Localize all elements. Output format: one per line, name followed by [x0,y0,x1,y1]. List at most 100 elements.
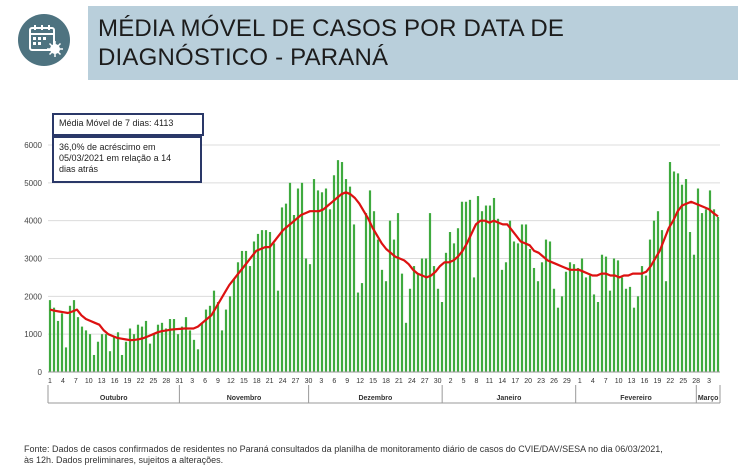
bar [316,190,320,372]
bar [64,347,68,372]
bar [444,252,448,372]
bar [488,205,492,372]
bar [92,354,96,372]
bar [280,207,284,372]
bar [284,203,288,372]
x-tick-label: 22 [137,378,145,385]
bar [296,188,300,372]
bar [612,258,616,372]
bar [580,258,584,372]
bar [668,162,672,372]
bar [184,317,188,372]
x-tick-label: 24 [408,378,416,385]
x-tick-label: 30 [305,378,313,385]
x-tick-label: 21 [266,378,274,385]
x-tick-label: 19 [124,378,132,385]
x-tick-label: 8 [475,378,479,385]
x-tick-label: 16 [641,378,649,385]
bar [208,305,212,372]
bar [564,271,568,372]
bar [188,330,192,372]
bar [476,196,480,372]
bar [216,302,220,372]
bar [204,309,208,372]
bar [496,218,500,372]
bar [124,341,128,372]
bar [544,239,548,372]
bar [576,267,580,372]
bar [592,294,596,372]
moving-average-callout: Média Móvel de 7 dias: 4113 [52,113,204,136]
y-tick-label: 4000 [24,217,42,226]
month-label: Janeiro [496,395,521,402]
bar [104,334,108,372]
bar [252,241,256,372]
x-tick-label: 10 [615,378,623,385]
bar [140,326,144,372]
x-tick-label: 20 [524,378,532,385]
bar [404,322,408,372]
x-tick-label: 13 [98,378,106,385]
bar [596,302,600,372]
bar [432,266,436,372]
bar [712,209,716,372]
bar [452,243,456,372]
bar [552,288,556,372]
x-tick-label: 7 [604,378,608,385]
x-tick-label: 28 [692,378,700,385]
bar [340,162,344,372]
bar [276,290,280,372]
bar [392,239,396,372]
x-tick-label: 30 [434,378,442,385]
month-label: Outubro [100,395,128,402]
x-tick-label: 6 [203,378,207,385]
bar [376,239,380,372]
bar [504,262,508,372]
y-tick-label: 1000 [24,330,42,339]
bar [272,243,276,372]
bar [220,330,224,372]
bar [200,322,204,372]
bar [304,258,308,372]
x-tick-label: 18 [382,378,390,385]
bar [588,275,592,372]
x-tick-label: 31 [175,378,183,385]
x-tick-label: 3 [319,378,323,385]
bar [420,258,424,372]
bar [224,309,228,372]
bar [96,341,100,372]
bar [72,300,76,372]
source-note: Fonte: Dados de casos confirmados de res… [24,444,663,465]
bar [76,317,80,372]
x-tick-label: 24 [279,378,287,385]
x-tick-label: 3 [190,378,194,385]
bar [356,292,360,372]
bar [688,232,692,372]
y-tick-label: 3000 [24,255,42,264]
x-tick-label: 4 [61,378,65,385]
bar [260,230,264,372]
x-tick-label: 25 [679,378,687,385]
bar [152,334,156,372]
bar [660,230,664,372]
bar [368,190,372,372]
bar [556,307,560,372]
bar [168,319,172,372]
bar [192,339,196,372]
bar [240,250,244,372]
bar [408,288,412,372]
bar [60,313,64,372]
bar [608,290,612,372]
bar [112,336,116,372]
bar [164,328,168,372]
bar [436,288,440,372]
bar [52,307,56,372]
bar [400,273,404,372]
bar [320,192,324,372]
x-tick-label: 27 [421,378,429,385]
bar [440,302,444,372]
bar [492,197,496,372]
x-tick-label: 16 [111,378,119,385]
bar [116,332,120,372]
